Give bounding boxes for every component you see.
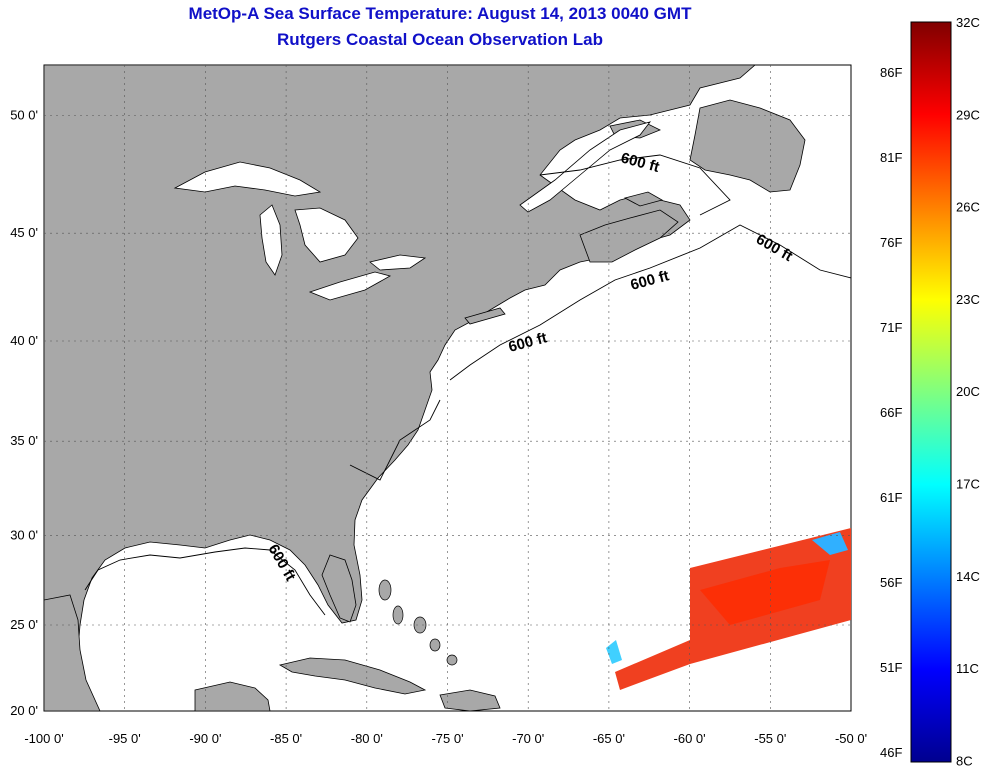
land-long-island — [464, 307, 506, 325]
colorbar-celsius-label: 23C — [956, 292, 980, 307]
longitude-tick-label: -85 0' — [270, 731, 302, 746]
land-newfoundland — [689, 99, 806, 193]
colorbar-fahrenheit-label: 86F — [880, 65, 902, 80]
colorbar-fahrenheit-label: 71F — [880, 320, 902, 335]
land-pei — [623, 191, 664, 207]
latitude-tick-label: 35 0' — [10, 433, 38, 448]
longitude-tick-label: -55 0' — [754, 731, 786, 746]
colorbar-celsius-label: 11C — [956, 661, 979, 676]
longitude-tick-label: -75 0' — [431, 731, 463, 746]
sst-swath-cool-patch — [812, 532, 848, 555]
land-hispaniola — [439, 689, 501, 711]
colorbar-fahrenheit-label: 81F — [880, 150, 902, 165]
st-lawrence — [519, 121, 652, 213]
longitude-tick-label: -65 0' — [593, 731, 625, 746]
land-cuba — [278, 657, 427, 695]
longitude-tick-label: -60 0' — [674, 731, 706, 746]
colorbar-fahrenheit-label: 46F — [880, 745, 902, 760]
land-nova-scotia — [579, 209, 679, 263]
colorbar-celsius-label: 29C — [956, 107, 980, 122]
longitude-tick-label: -90 0' — [189, 731, 221, 746]
graticule — [44, 65, 851, 711]
land-yucatan — [194, 681, 271, 711]
longitude-tick-label: -70 0' — [512, 731, 544, 746]
colorbar-celsius-label: 20C — [956, 384, 980, 399]
colorbar — [910, 21, 952, 763]
latitude-tick-label: 30 0' — [10, 527, 38, 542]
longitude-tick-label: -80 0' — [351, 731, 383, 746]
lake-superior — [173, 161, 322, 197]
land-north-america — [44, 65, 756, 711]
land-mexico — [44, 594, 101, 711]
latitude-tick-label: 20 0' — [10, 703, 38, 718]
colorbar-fahrenheit-label: 76F — [880, 235, 902, 250]
colorbar-fahrenheit-label: 51F — [880, 660, 902, 675]
bahamas-islands — [378, 579, 458, 666]
longitude-tick-label: -50 0' — [835, 731, 867, 746]
lake-huron — [294, 207, 359, 263]
colorbar-fahrenheit-label: 66F — [880, 405, 902, 420]
depth-contour-600ft — [84, 154, 851, 616]
colorbar-celsius-label: 17C — [956, 477, 980, 492]
latitude-tick-label: 50 0' — [10, 107, 38, 122]
sst-swath-warm — [700, 560, 830, 625]
latitude-tick-label: 40 0' — [10, 333, 38, 348]
latitude-tick-label: 45 0' — [10, 225, 38, 240]
colorbar-fahrenheit-label: 56F — [880, 575, 902, 590]
longitude-tick-label: -95 0' — [109, 731, 141, 746]
sst-swath-edge — [606, 640, 622, 664]
lake-michigan — [259, 204, 283, 276]
lake-erie — [308, 271, 392, 301]
land-florida — [321, 554, 357, 623]
latitude-labels: 50 0' 45 0' 40 0' 35 0' 30 0' 25 0' 20 0' — [10, 107, 38, 718]
map-title: MetOp-A Sea Surface Temperature: August … — [188, 4, 692, 23]
longitude-labels: -100 0' -95 0' -90 0' -85 0' -80 0' -75 0' -70… — [24, 731, 867, 746]
colorbar-celsius-label: 8C — [956, 753, 973, 768]
colorbar-celsius-label: 14C — [956, 569, 980, 584]
colorbar-celsius-label: 32C — [956, 15, 980, 30]
colorbar-celsius-label: 26C — [956, 200, 980, 215]
colorbar-labels: 86F 81F 76F 71F 66F 61F 56F 51F 46F 32C 29C 26C 23C 2… — [880, 15, 980, 768]
map-subtitle: Rutgers Coastal Ocean Observation Lab — [277, 30, 603, 49]
latitude-tick-label: 25 0' — [10, 617, 38, 632]
longitude-tick-label: -100 0' — [24, 731, 63, 746]
lake-ontario — [369, 254, 427, 271]
colorbar-fahrenheit-label: 61F — [880, 490, 902, 505]
